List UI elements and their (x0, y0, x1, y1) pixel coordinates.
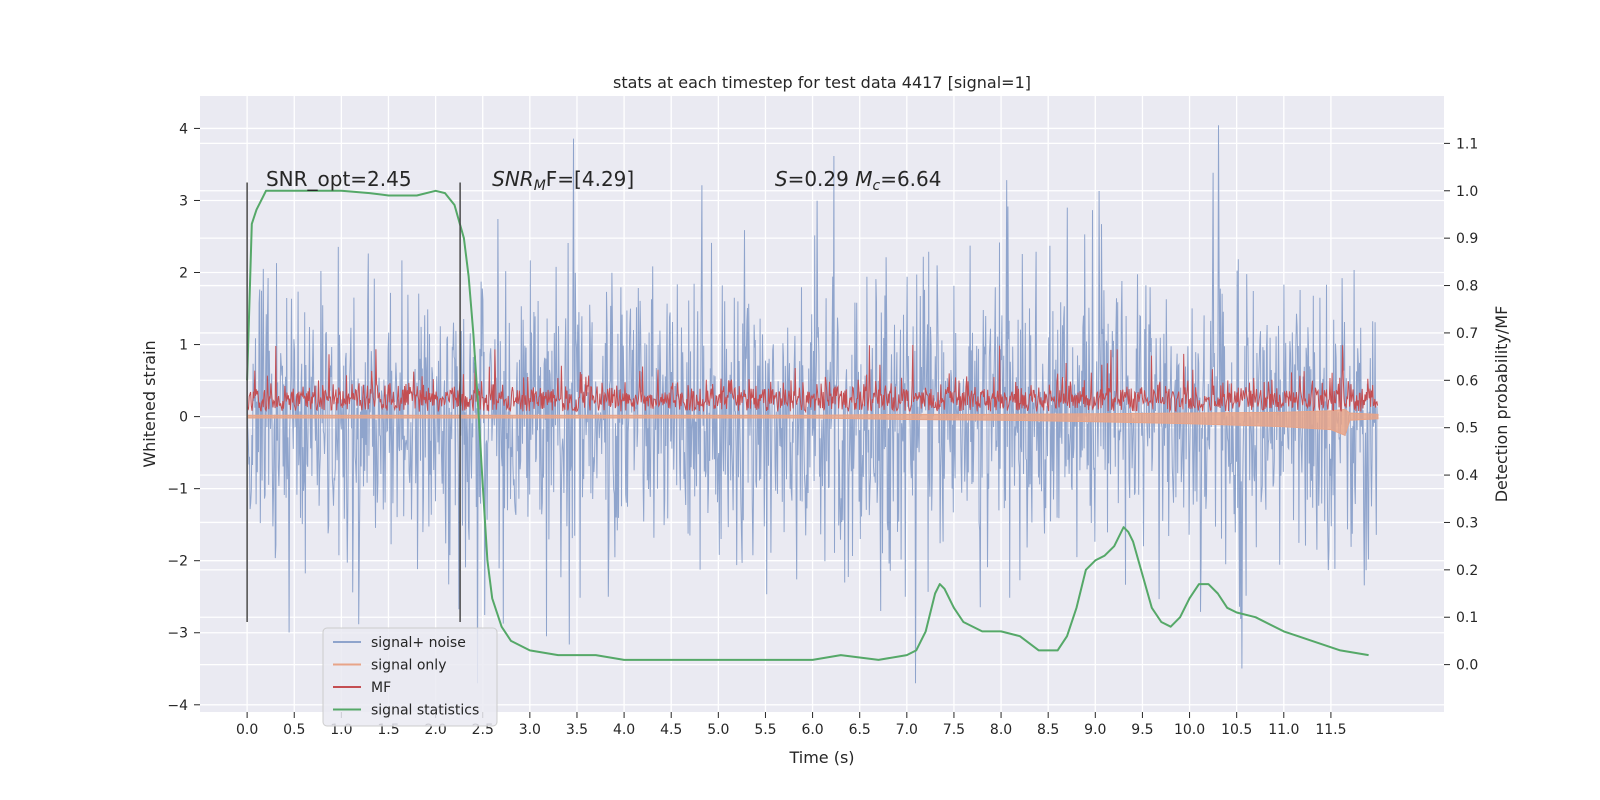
y-tick-label: 2 (179, 266, 188, 282)
legend: signal+ noise signal only MF signal statist… (322, 627, 498, 727)
x-axis-title: Time (s) (788, 748, 854, 767)
y-tick-label: −1 (167, 482, 188, 498)
annotation-s-mc: S=0.29 Mc=6.64 (775, 167, 942, 194)
y-tick-label: 4 (179, 121, 188, 137)
x-tick-label: 0.5 (283, 722, 305, 738)
y2-tick-label: 0.4 (1456, 468, 1478, 484)
chart-title: stats at each timestep for test data 441… (613, 73, 1031, 92)
annotations: SNR_opt=2.45 SNRMF=[4.29] S=0.29 Mc=6.64 (266, 167, 942, 194)
series-signal-statistics-line (246, 189, 1369, 661)
x-tick-label: 10.5 (1221, 722, 1252, 738)
x-tick-label: 8.5 (1037, 722, 1059, 738)
x-tick-label: 9.5 (1131, 722, 1153, 738)
legend-label: MF (371, 680, 391, 696)
y2-tick-label: 0.2 (1456, 563, 1478, 579)
y-tick-label: 0 (179, 410, 188, 426)
x-tick-label: 10.0 (1174, 722, 1205, 738)
series-mf-line (246, 344, 1379, 414)
y-tick-label: −2 (167, 554, 188, 570)
y-tick-label: 1 (179, 338, 188, 354)
y2-tick-label: 1.1 (1456, 136, 1478, 152)
y2-tick-label: 0.3 (1456, 515, 1478, 531)
legend-label: signal statistics (371, 703, 479, 719)
annotation-snr-mf: SNRMF=[4.29] (492, 167, 634, 194)
x-tick-label: 5.0 (707, 722, 729, 738)
y2-tick-label: 0.5 (1456, 421, 1478, 437)
x-tick-label: 5.5 (754, 722, 776, 738)
axes: 0.0 0.5 1.0 1.5 2.0 2.5 3.0 3.5 4.0 4.5 5.0 5.5 6.0 6… (167, 121, 1478, 738)
x-tick-label: 3.0 (519, 722, 541, 738)
series-layer (246, 125, 1379, 684)
y2-tick-label: 0.1 (1456, 610, 1478, 626)
x-tick-label: 3.5 (566, 722, 588, 738)
x-tick-label: 4.0 (613, 722, 635, 738)
x-tick-label: 8.0 (990, 722, 1012, 738)
legend-box (322, 627, 498, 727)
x-tick-label: 7.0 (896, 722, 918, 738)
y2-tick-label: 1.0 (1456, 184, 1478, 200)
vertical-markers (246, 182, 461, 622)
y-tick-label: −3 (167, 626, 188, 642)
x-tick-label: 0.0 (236, 722, 258, 738)
y2-axis-title: Detection probability/MF (1492, 306, 1511, 503)
x-tick-label: 9.0 (1084, 722, 1106, 738)
y2-tick-label: 0.6 (1456, 373, 1478, 389)
series-signal-only-band (246, 408, 1379, 436)
y2-tick-label: 0.0 (1456, 658, 1478, 674)
x-tick-label: 6.5 (849, 722, 871, 738)
y2-tick-label: 0.9 (1456, 231, 1478, 247)
y2-tick-label: 0.7 (1456, 326, 1478, 342)
y-tick-label: −4 (167, 698, 188, 714)
annotation-snr-opt: SNR_opt=2.45 (266, 167, 412, 191)
y-tick-label: 3 (179, 193, 188, 209)
x-tick-label: 7.5 (943, 722, 965, 738)
y-axis-title: Whitened strain (140, 340, 159, 467)
x-tick-label: 4.5 (660, 722, 682, 738)
legend-label: signal+ noise (371, 635, 466, 651)
x-tick-label: 6.0 (801, 722, 823, 738)
x-tick-label: 11.5 (1315, 722, 1346, 738)
series-signal-noise-line (246, 125, 1378, 684)
x-tick-label: 11.0 (1268, 722, 1299, 738)
y2-tick-label: 0.8 (1456, 279, 1478, 295)
legend-label: signal only (371, 658, 446, 674)
